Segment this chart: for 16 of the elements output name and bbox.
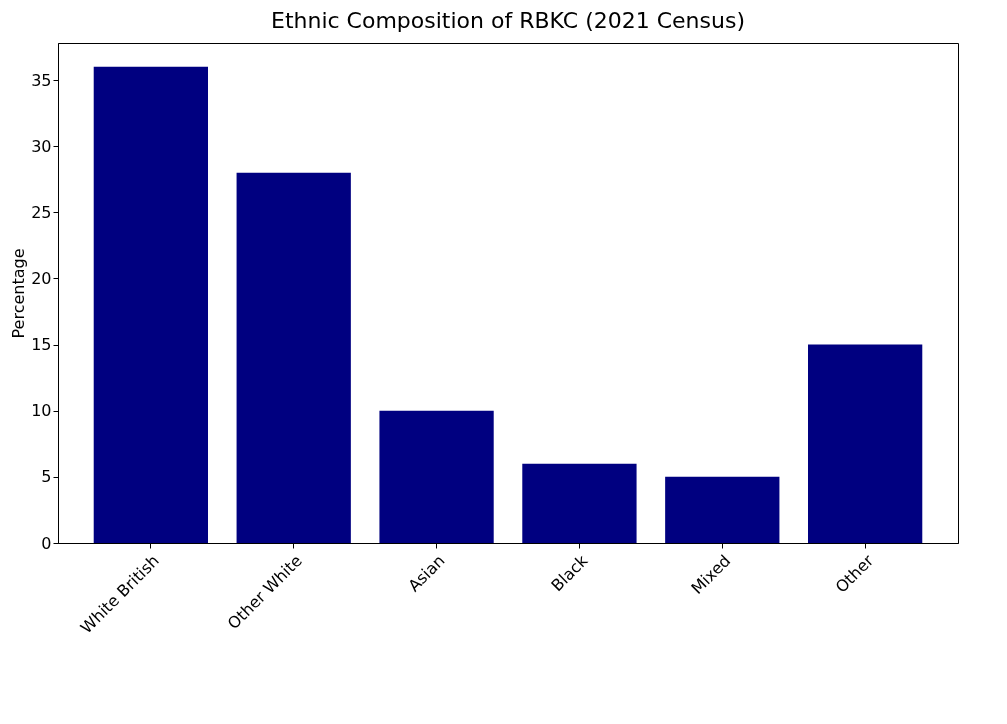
y-axis-title: Percentage — [9, 248, 29, 339]
y-tick-label: 0 — [41, 533, 52, 553]
y-tick-label: 15 — [31, 335, 52, 355]
y-tick-label: 10 — [31, 401, 52, 421]
y-tick-label: 30 — [31, 136, 52, 156]
chart-title: Ethnic Composition of RBKC (2021 Census) — [270, 8, 746, 33]
bar — [522, 463, 637, 543]
bar — [808, 344, 923, 543]
bar — [236, 172, 351, 543]
y-tick-label: 25 — [31, 202, 52, 222]
bar — [665, 476, 780, 543]
bar — [379, 410, 494, 543]
y-tick-label: 35 — [31, 70, 52, 90]
y-tick-label: 5 — [41, 467, 52, 487]
bar — [93, 66, 208, 543]
y-tick-label: 20 — [31, 268, 52, 288]
